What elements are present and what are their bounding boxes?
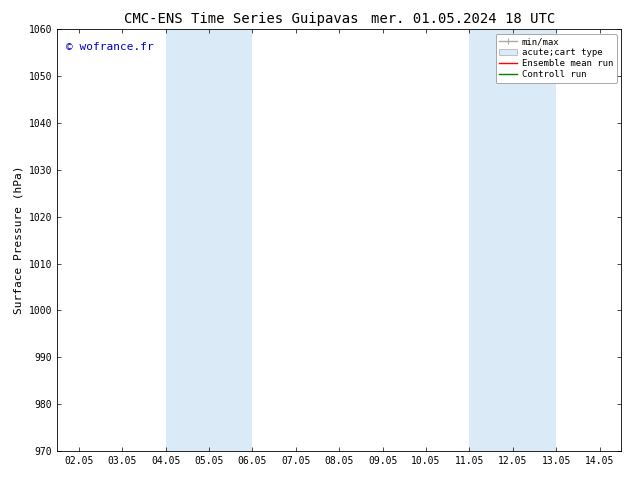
Text: mer. 01.05.2024 18 UTC: mer. 01.05.2024 18 UTC [371,12,555,26]
Text: © wofrance.fr: © wofrance.fr [65,42,153,52]
Legend: min/max, acute;cart type, Ensemble mean run, Controll run: min/max, acute;cart type, Ensemble mean … [496,34,617,82]
Text: CMC-ENS Time Series Guipavas: CMC-ENS Time Series Guipavas [124,12,358,26]
Bar [165,29,252,451]
Bar [469,29,556,451]
Y-axis label: Surface Pressure (hPa): Surface Pressure (hPa) [13,166,23,315]
